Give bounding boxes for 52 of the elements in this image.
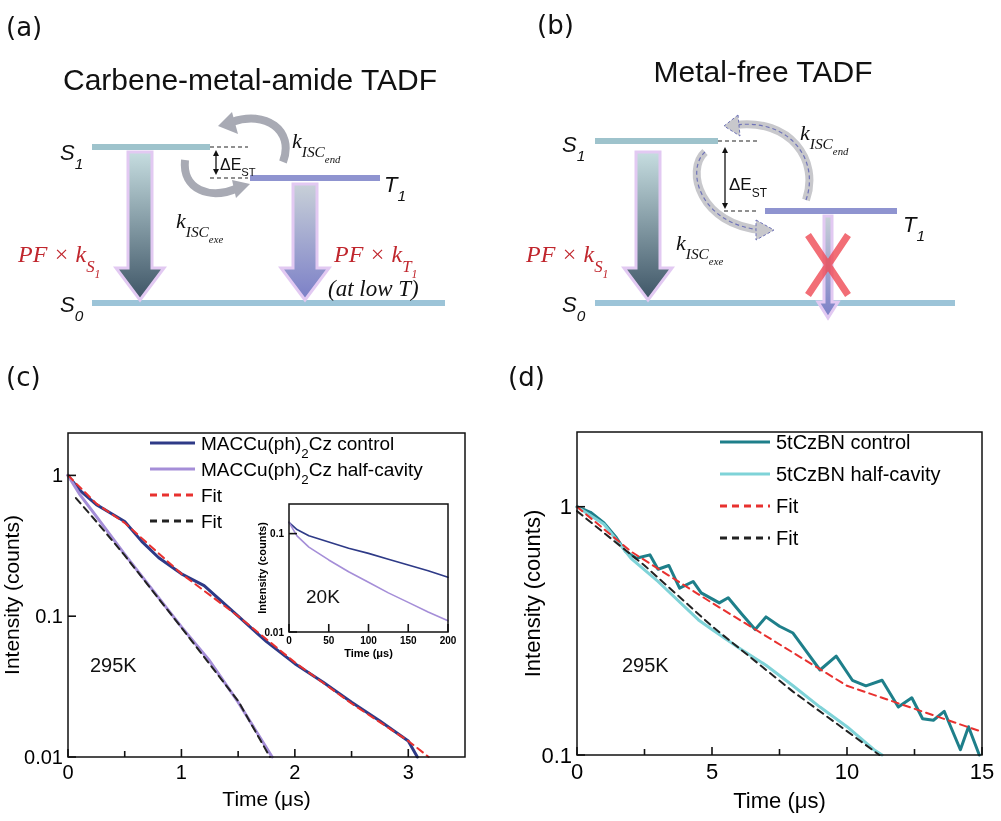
annotation: 295K [90,654,138,676]
line-series [288,521,449,622]
y-axis-title: Intensity (counts) [519,509,545,678]
legend-label: 5tCzBN half-cavity [776,463,941,485]
text: T$_{1}$ [384,172,407,204]
text: Carbene-metal-amide TADF [62,63,438,96]
x-tick-label: 50 [323,635,335,646]
x-tick-label: 15 [969,759,995,784]
legend-label: Fit [776,527,799,549]
annotation: 20K [306,586,341,607]
x-tick-label: 0 [570,759,584,784]
text: (a) [6,12,43,42]
legend-label: MACCu(ph)$_{2}$Cz control [201,432,395,461]
x-tick-label: 2 [289,761,301,783]
legend-label: Fit [201,484,223,506]
text: (c) [6,362,41,392]
y-tick-label: 0.1 [270,528,285,540]
y-tick-label: 0.1 [35,605,63,628]
x-tick-label: 0 [286,635,293,646]
y-tick-label: 0.01 [24,746,63,768]
text: S$_{1}$ [60,140,84,172]
text: (d) [508,362,545,392]
text: ΔE$_{ST}$ [729,175,767,200]
text: S$_{1}$ [562,132,586,164]
y-tick-label: 1 [51,464,63,487]
text: T$_{1}$ [903,212,926,244]
legend-label: MACCu(ph)$_{2}$Cz half-cavity [201,458,424,487]
y-tick-label: 0.1 [541,742,572,768]
annotation: 295K [622,654,670,676]
x-axis-title: Time (μs) [344,647,394,659]
x-tick-label: 150 [399,635,418,646]
text: ΔE$_{ST}$ [220,156,256,178]
y-axis-title: Intensity (counts) [255,521,268,614]
legend-label: 5tCzBN control [776,431,911,453]
x-tick-label: 5 [705,759,719,784]
x-tick-label: 0 [62,761,74,783]
x-tick-label: 1 [175,761,187,783]
x-tick-label: 200 [439,635,457,646]
x-axis-title: Time (μs) [222,787,311,810]
legend-label: Fit [776,495,799,517]
text: Metal-free TADF [653,55,873,88]
text: S$_{0}$ [60,292,84,324]
line-series [288,521,449,579]
text: (b) [537,10,574,40]
x-tick-label: 3 [402,761,414,783]
text: S$_{0}$ [562,292,586,324]
y-tick-label: 0.01 [264,626,285,638]
y-axis-title: Intensity (counts) [0,515,24,675]
legend-label: Fit [201,510,223,532]
x-tick-label: 100 [360,635,378,646]
x-tick-label: 10 [834,759,860,784]
x-axis-title: Time (μs) [733,788,826,813]
